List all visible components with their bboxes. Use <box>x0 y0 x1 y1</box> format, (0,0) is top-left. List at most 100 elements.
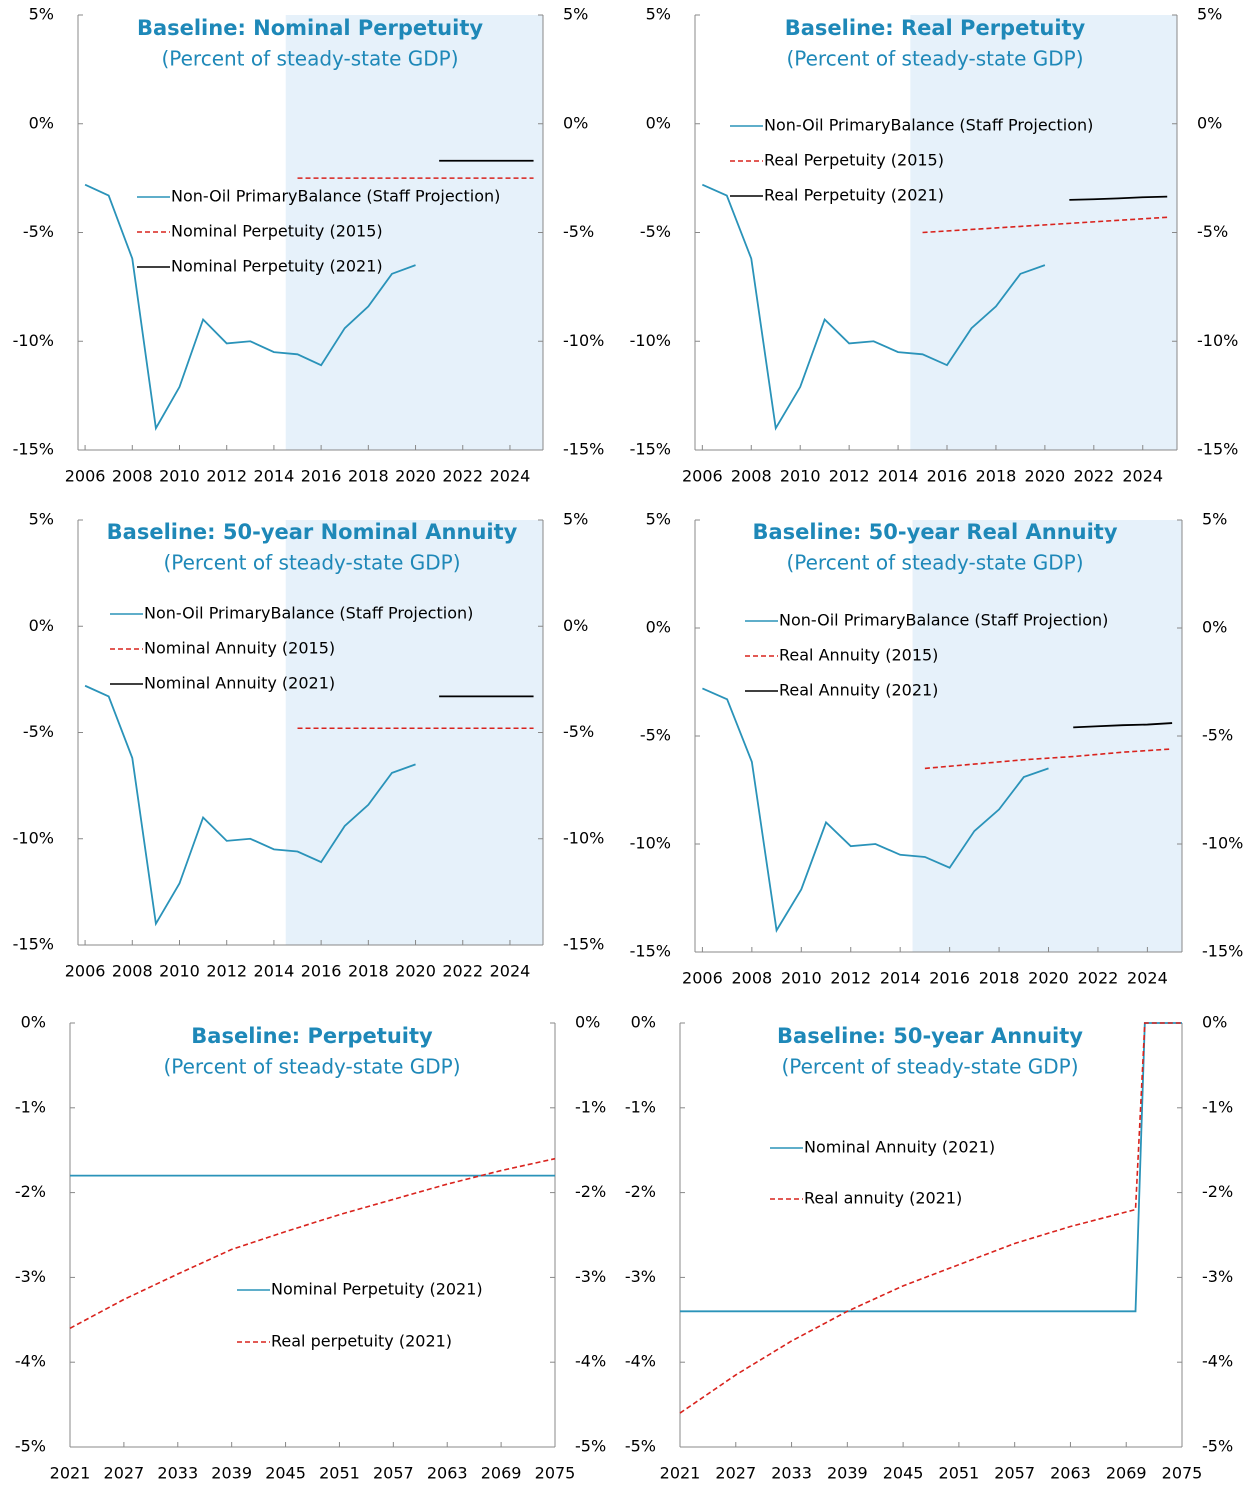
chart-subtitle: (Percent of steady-state GDP) <box>161 47 458 71</box>
y2-tick-label: -5% <box>563 222 594 241</box>
chart-title: Baseline: 50-year Nominal Annuity <box>107 520 518 544</box>
y2-tick-label: 5% <box>563 510 588 529</box>
chart-subtitle: (Percent of steady-state GDP) <box>163 551 460 575</box>
x-tick-label: 2010 <box>159 962 200 981</box>
y-tick-label: -10% <box>630 331 671 350</box>
y2-tick-label: -5% <box>563 722 594 741</box>
x-tick-label: 2022 <box>442 962 483 981</box>
chart-title: Baseline: Perpetuity <box>191 1024 433 1048</box>
y2-tick-label: 0% <box>1197 113 1222 132</box>
y-tick-label: -10% <box>13 331 54 350</box>
y-tick-label: -15% <box>630 942 671 961</box>
x-tick-label: 2020 <box>1028 969 1069 988</box>
x-tick-label: 2014 <box>254 467 295 486</box>
x-tick-label: 2045 <box>883 1464 924 1483</box>
y-tick-label: -4% <box>625 1352 656 1371</box>
y2-tick-label: -3% <box>1202 1267 1233 1286</box>
x-tick-label: 2024 <box>490 467 531 486</box>
y2-tick-label: 5% <box>563 5 588 24</box>
x-tick-label: 2022 <box>442 467 483 486</box>
legend-label: Nominal Annuity (2015) <box>144 639 335 658</box>
x-tick-label: 2024 <box>490 962 531 981</box>
y-tick-label: -1% <box>15 1097 46 1116</box>
y-tick-label: 0% <box>29 616 54 635</box>
x-tick-label: 2006 <box>65 962 106 981</box>
series-line <box>922 216 1168 234</box>
x-tick-label: 2069 <box>1106 1464 1147 1483</box>
y-tick-label: -5% <box>640 222 671 241</box>
x-tick-label: 2010 <box>780 467 821 486</box>
projection-shade <box>285 520 543 945</box>
y2-tick-label: -10% <box>563 331 604 350</box>
x-tick-label: 2016 <box>301 467 342 486</box>
x-tick-label: 2008 <box>112 467 153 486</box>
x-tick-label: 2014 <box>254 962 295 981</box>
x-tick-label: 2057 <box>373 1464 414 1483</box>
series-line <box>1073 722 1173 729</box>
y2-tick-label: -2% <box>1202 1182 1233 1201</box>
x-tick-label: 2033 <box>771 1464 812 1483</box>
legend-label: Non-Oil PrimaryBalance (Staff Projection… <box>144 604 473 623</box>
y-tick-label: 0% <box>646 113 671 132</box>
legend-label: Nominal Perpetuity (2021) <box>271 1280 483 1299</box>
series-line <box>69 1157 556 1329</box>
chart-title: Baseline: Nominal Perpetuity <box>137 16 483 40</box>
y2-tick-label: 5% <box>1202 510 1227 529</box>
x-tick-label: 2045 <box>265 1464 306 1483</box>
y2-tick-label: -1% <box>575 1097 606 1116</box>
chart-title: Baseline: Real Perpetuity <box>785 16 1086 40</box>
x-tick-label: 2051 <box>939 1464 980 1483</box>
y-tick-label: -15% <box>13 935 54 954</box>
x-tick-label: 2018 <box>348 962 389 981</box>
legend-label: Real Perpetuity (2021) <box>764 186 944 205</box>
x-tick-label: 2021 <box>660 1464 701 1483</box>
x-tick-label: 2008 <box>731 467 772 486</box>
legend-label: Real annuity (2021) <box>804 1189 962 1208</box>
series-line <box>84 684 416 927</box>
y-tick-label: -2% <box>15 1182 46 1201</box>
y2-tick-label: -3% <box>575 1267 606 1286</box>
chart-title: Baseline: 50-year Annuity <box>777 1024 1083 1048</box>
y-tick-label: 0% <box>21 1013 46 1032</box>
y2-tick-label: -1% <box>1202 1097 1233 1116</box>
y-tick-label: -5% <box>625 1437 656 1456</box>
y2-tick-label: 0% <box>1202 1013 1227 1032</box>
x-tick-label: 2010 <box>781 969 822 988</box>
y-tick-label: -15% <box>630 440 671 459</box>
y2-tick-label: 0% <box>575 1013 600 1032</box>
y2-tick-label: -5% <box>1197 222 1228 241</box>
x-tick-label: 2033 <box>157 1464 198 1483</box>
y-tick-label: -3% <box>625 1267 656 1286</box>
x-tick-label: 2018 <box>979 969 1020 988</box>
y-tick-label: -10% <box>630 834 671 853</box>
x-tick-label: 2012 <box>206 467 247 486</box>
series-line <box>679 1022 1182 1414</box>
x-tick-label: 2016 <box>301 962 342 981</box>
y-tick-label: -4% <box>15 1352 46 1371</box>
x-tick-label: 2057 <box>994 1464 1035 1483</box>
series-line <box>1069 195 1168 201</box>
series-line <box>702 687 1049 934</box>
y2-tick-label: -4% <box>1202 1352 1233 1371</box>
x-tick-label: 2008 <box>731 969 772 988</box>
x-tick-label: 2012 <box>829 467 870 486</box>
y-tick-label: 0% <box>631 1013 656 1032</box>
x-tick-label: 2024 <box>1127 969 1168 988</box>
x-tick-label: 2014 <box>878 467 919 486</box>
x-tick-label: 2075 <box>1162 1464 1203 1483</box>
y2-tick-label: -15% <box>1197 440 1238 459</box>
series-line <box>84 183 416 431</box>
x-tick-label: 2022 <box>1073 467 1114 486</box>
legend-label: Real Annuity (2015) <box>779 646 938 665</box>
legend-label: Nominal Perpetuity (2021) <box>171 257 383 276</box>
y-tick-label: -10% <box>13 828 54 847</box>
x-tick-label: 2014 <box>880 969 921 988</box>
x-tick-label: 2020 <box>395 962 436 981</box>
x-tick-label: 2020 <box>395 467 436 486</box>
x-tick-label: 2020 <box>1025 467 1066 486</box>
chart-subtitle: (Percent of steady-state GDP) <box>781 1055 1078 1079</box>
y-tick-label: 5% <box>29 5 54 24</box>
x-tick-label: 2075 <box>535 1464 576 1483</box>
chart-subtitle: (Percent of steady-state GDP) <box>786 551 1083 575</box>
x-tick-label: 2069 <box>481 1464 522 1483</box>
